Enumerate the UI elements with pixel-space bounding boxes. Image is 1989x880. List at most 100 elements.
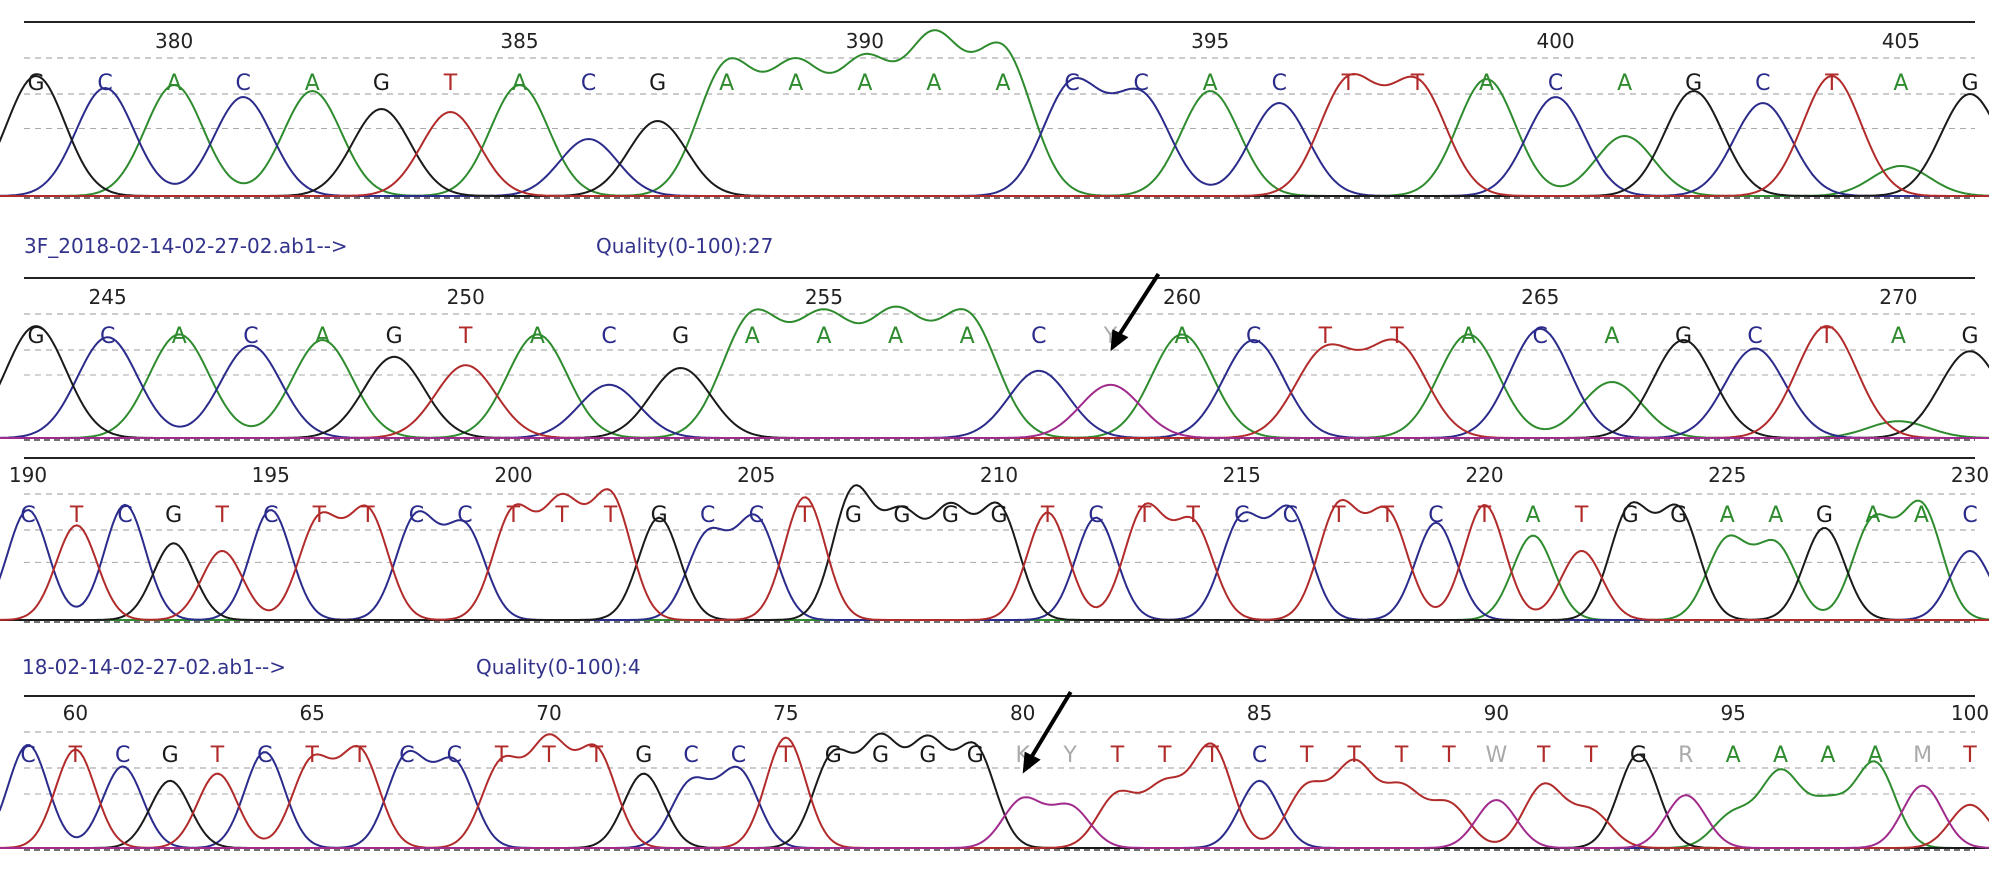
track4-base-call: T	[1299, 743, 1314, 768]
track4-file-label: 18-02-14-02-27-02.ab1-->	[22, 655, 287, 679]
track4-base-call: T	[1536, 743, 1551, 768]
track3-base-call: T	[554, 503, 569, 528]
track3-base-call: G	[651, 503, 668, 528]
track2-position-label: 260	[1163, 285, 1201, 309]
track3-base-call: G	[845, 503, 862, 528]
track4-base-call: G	[162, 743, 179, 768]
track3-base-call: T	[1137, 503, 1152, 528]
track1-position-label: 380	[155, 29, 193, 53]
track4-base-call: T	[1962, 743, 1977, 768]
track3-base-call: A	[1914, 503, 1929, 528]
track4-position-label: 85	[1247, 701, 1272, 725]
track2-base-call: A	[315, 324, 330, 349]
track1-base-call: C	[581, 71, 596, 96]
track3-position-label: 205	[737, 463, 775, 487]
track4-base-call: C	[115, 743, 130, 768]
track2-base-call: C	[1747, 324, 1762, 349]
track4-base-call: G	[967, 743, 984, 768]
track2-base-call: A	[1461, 324, 1476, 349]
track2-base-call: A	[816, 324, 831, 349]
track1-position-label: 405	[1882, 29, 1920, 53]
track3-base-call: T	[797, 503, 812, 528]
track4-base-call: G	[635, 743, 652, 768]
track4-base-call: W	[1485, 743, 1507, 768]
track4-position-label: 65	[299, 701, 324, 725]
track4-base-call: T	[1583, 743, 1598, 768]
track2-base-call: T	[1389, 324, 1404, 349]
track1-base-call: A	[719, 71, 734, 96]
track1-base-call: G	[1685, 71, 1702, 96]
track2-base-call: G	[1961, 324, 1978, 349]
track2-arrow-shaft	[1114, 272, 1161, 341]
track4-quality-label: Quality(0-100):4	[476, 655, 641, 679]
track3-base-call: C	[20, 503, 35, 528]
track2-position-label: 265	[1521, 285, 1559, 309]
track3-base-call: G	[1816, 503, 1833, 528]
track1-base-call: C	[1133, 71, 1148, 96]
track3-base-call: C	[1428, 503, 1443, 528]
track2-file-label: 3F_2018-02-14-02-27-02.ab1-->	[24, 234, 348, 258]
track4-base-call: C	[257, 743, 272, 768]
track1-base-call: C	[1548, 71, 1563, 96]
track3-position-label: 230	[1951, 463, 1989, 487]
track2-trace-g	[0, 325, 1989, 439]
track1-base-call: A	[926, 71, 941, 96]
track3-base-call: C	[117, 503, 132, 528]
track3-base-call: C	[1088, 503, 1103, 528]
track2-base-call: A	[1891, 324, 1906, 349]
track4-trace-t	[0, 733, 1989, 849]
track1-base-call: T	[443, 71, 458, 96]
track3-base-call: G	[893, 503, 910, 528]
track4-base-call: G	[872, 743, 889, 768]
track4-base-call: T	[1394, 743, 1409, 768]
track4-position-label: 90	[1484, 701, 1509, 725]
track3-base-call: T	[1331, 503, 1346, 528]
track2-base-call: A	[1604, 324, 1619, 349]
track1-base-call: C	[1755, 71, 1770, 96]
track1-base-call: A	[1617, 71, 1632, 96]
track2-base-call: G	[672, 324, 689, 349]
track3-base-call: A	[1720, 503, 1735, 528]
track1-base-call: G	[27, 71, 44, 96]
track4-base-call: T	[1110, 743, 1125, 768]
track4-base-call: A	[1820, 743, 1835, 768]
track1-base-call: A	[995, 71, 1010, 96]
track2-base-call: G	[386, 324, 403, 349]
track3-base-call: T	[1574, 503, 1589, 528]
track1-position-label: 385	[500, 29, 538, 53]
track1-base-call: A	[305, 71, 320, 96]
track4-position-label: 60	[63, 701, 88, 725]
track4-base-call: C	[1252, 743, 1267, 768]
track2-base-call: C	[1246, 324, 1261, 349]
track3-base-call: G	[1622, 503, 1639, 528]
track4-base-call: G	[919, 743, 936, 768]
track3-position-label: 195	[252, 463, 290, 487]
track4-base-call: C	[683, 743, 698, 768]
track1-base-call: A	[512, 71, 527, 96]
track1-position-label: 390	[846, 29, 884, 53]
track4-position-label: 80	[1010, 701, 1035, 725]
track3-position-label: 210	[980, 463, 1018, 487]
track3-base-call: T	[69, 503, 84, 528]
track4-base-call: T	[1204, 743, 1219, 768]
track3-position-label: 225	[1708, 463, 1746, 487]
track4-position-label: 75	[773, 701, 798, 725]
track3-base-call: C	[1234, 503, 1249, 528]
track2-base-call: C	[1533, 324, 1548, 349]
track4-base-call: T	[1157, 743, 1172, 768]
track3-base-call: G	[990, 503, 1007, 528]
track3-base-call: C	[1962, 503, 1977, 528]
track4-base-call: R	[1678, 743, 1693, 768]
track4-base-call: T	[778, 743, 793, 768]
track4-base-call: T	[210, 743, 225, 768]
track3-trace-t	[0, 488, 1989, 621]
track1-base-call: G	[373, 71, 390, 96]
track4-base-call: C	[20, 743, 35, 768]
track3-base-call: T	[1380, 503, 1395, 528]
track4-base-call: M	[1913, 743, 1932, 768]
track3-base-call: T	[1477, 503, 1492, 528]
track1-base-call: A	[167, 71, 182, 96]
track2-trace-n	[0, 383, 1989, 439]
